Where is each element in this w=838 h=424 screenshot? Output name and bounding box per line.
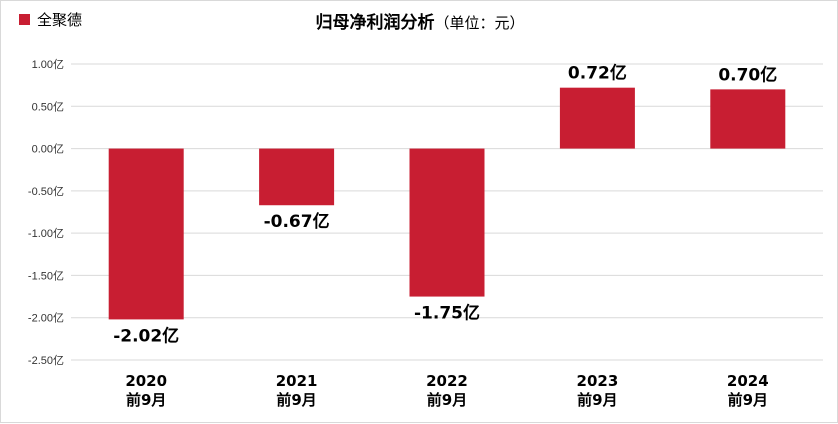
y-tick-label: 0.00亿 bbox=[32, 143, 64, 156]
bar bbox=[108, 148, 184, 320]
x-category-period: 前9月 bbox=[276, 391, 316, 409]
y-axis-ticks: 1.00亿 0.50亿 0.00亿 -0.50亿 -1.00亿 -1.50亿 -2.00亿 -… bbox=[28, 58, 64, 367]
legend-swatch bbox=[19, 14, 30, 25]
chart-title: 归母净利润分析（单位：元） bbox=[315, 12, 524, 33]
data-label: -2.02亿 bbox=[113, 325, 179, 346]
y-tick-label: -0.50亿 bbox=[28, 185, 64, 198]
bar bbox=[409, 148, 485, 297]
x-category-year: 2020 bbox=[125, 372, 167, 390]
x-category-period: 前9月 bbox=[126, 391, 166, 409]
legend: 全聚德 bbox=[19, 11, 82, 29]
y-tick-label: -2.50亿 bbox=[28, 354, 64, 367]
bar bbox=[259, 148, 335, 206]
y-tick-label: -1.00亿 bbox=[28, 227, 64, 240]
x-category-period: 前9月 bbox=[577, 391, 617, 409]
x-category-year: 2021 bbox=[276, 372, 318, 390]
y-tick-label: 0.50亿 bbox=[32, 100, 64, 113]
data-label: 0.70亿 bbox=[718, 64, 777, 85]
y-tick-label: -2.00亿 bbox=[28, 312, 64, 325]
data-label: -1.75亿 bbox=[414, 303, 480, 324]
data-labels: -2.02亿 -0.67亿 -1.75亿 0.72亿 0.70亿 bbox=[113, 63, 777, 347]
x-category-year: 2023 bbox=[577, 372, 619, 390]
title-main: 归母净利润分析 bbox=[315, 12, 434, 33]
bars bbox=[108, 87, 786, 320]
x-category-year: 2024 bbox=[727, 372, 769, 390]
data-label: 0.72亿 bbox=[568, 63, 627, 84]
y-tick-label: -1.50亿 bbox=[28, 269, 64, 282]
bar bbox=[559, 87, 635, 149]
y-tick-label: 1.00亿 bbox=[32, 58, 64, 71]
x-category-period: 前9月 bbox=[427, 391, 467, 409]
data-label: -0.67亿 bbox=[264, 211, 330, 232]
x-category-year: 2022 bbox=[426, 372, 468, 390]
title-unit: （单位：元） bbox=[434, 14, 524, 32]
legend-label: 全聚德 bbox=[37, 11, 82, 29]
x-category-period: 前9月 bbox=[728, 391, 768, 409]
bar bbox=[710, 89, 786, 149]
